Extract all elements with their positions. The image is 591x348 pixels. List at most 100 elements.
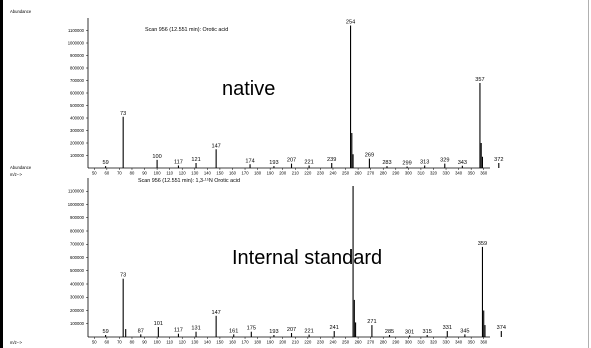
internal-standard-y-tick-label: 400000 [70, 281, 85, 286]
native-overlay-label: native [222, 78, 275, 100]
internal-standard-xlabel: m/z--> [10, 340, 23, 345]
native-y-tick-label: 1000000 [68, 40, 85, 45]
internal-standard-peak-label-59: 59 [102, 329, 108, 335]
native-x-tick-label: 70 [117, 171, 122, 176]
internal-standard-peak-label-241: 241 [330, 325, 339, 331]
native-peak-label-313: 313 [420, 160, 429, 166]
internal-standard-y-tick-label: 100000 [70, 321, 85, 326]
native-y-tick-label: 500000 [70, 103, 85, 108]
internal-standard-ylabel: Abundance [10, 165, 32, 170]
internal-standard-peak-label-147: 147 [211, 310, 220, 316]
internal-standard-x-tick-label: 250 [342, 340, 350, 345]
internal-standard-x-tick-label: 130 [191, 340, 199, 345]
internal-standard-y-tick-label: 1100000 [68, 189, 85, 194]
internal-standard-y-tick-label: 200000 [70, 308, 85, 313]
internal-standard-x-tick-label: 150 [216, 340, 224, 345]
internal-standard-y-tick-label: 900000 [70, 215, 85, 220]
native-scan-title: Scan 956 (12.551 min): Orotic acid [145, 27, 228, 33]
internal-standard-x-tick-label: 290 [392, 340, 400, 345]
internal-standard-y-tick-label: 800000 [70, 228, 85, 233]
native-x-tick-label: 190 [267, 171, 275, 176]
native-peak-label-121: 121 [191, 157, 200, 163]
native-x-tick-label: 100 [154, 171, 162, 176]
internal-standard-x-tick-label: 110 [166, 340, 173, 345]
internal-standard-x-tick-label: 190 [267, 340, 275, 345]
internal-standard-y-tick-label: 500000 [70, 268, 85, 273]
native-peak-label-357: 357 [475, 77, 484, 83]
native-peak-label-239: 239 [327, 157, 336, 163]
internal-standard-peak-label-87: 87 [138, 328, 144, 334]
native-x-tick-label: 160 [229, 171, 237, 176]
internal-standard-x-tick-label: 350 [468, 340, 476, 345]
native-y-tick-label: 600000 [70, 90, 85, 95]
internal-standard-y-tick-label: 1000000 [68, 202, 85, 207]
native-x-tick-label: 140 [204, 171, 212, 176]
internal-standard-x-tick-label: 170 [242, 340, 250, 345]
native-peak-label-59: 59 [102, 160, 108, 166]
internal-standard-x-tick-label: 100 [154, 340, 162, 345]
internal-standard-x-tick-label: 210 [292, 340, 300, 345]
internal-standard-x-tick-label: 80 [130, 340, 135, 345]
internal-standard-overlay-label: Internal standard [232, 247, 382, 269]
internal-standard-x-tick-label: 220 [304, 340, 312, 345]
internal-standard-peak-label-315: 315 [423, 329, 432, 335]
native-peak-label-100: 100 [152, 154, 161, 160]
native-peak-label-117: 117 [174, 160, 183, 166]
internal-standard-x-tick-label: 180 [254, 340, 262, 345]
native-x-tick-label: 120 [179, 171, 187, 176]
internal-standard-x-tick-label: 310 [417, 340, 425, 345]
native-peak-label-254: 254 [346, 20, 355, 26]
native-xlabel: m/z--> [10, 172, 23, 177]
native-x-tick-label: 60 [105, 171, 110, 176]
native-x-tick-label: 220 [304, 171, 312, 176]
native-y-tick-label: 900000 [70, 53, 85, 58]
native-x-tick-label: 130 [191, 171, 199, 176]
left-border [0, 0, 3, 348]
native-peak-label-283: 283 [382, 160, 391, 166]
native-x-tick-label: 310 [417, 171, 425, 176]
native-peak-label-207: 207 [287, 158, 296, 164]
native-x-tick-label: 320 [430, 171, 438, 176]
right-border [588, 0, 589, 348]
native-x-tick-label: 240 [329, 171, 337, 176]
native-x-tick-label: 290 [392, 171, 400, 176]
internal-standard-x-tick-label: 300 [405, 340, 413, 345]
internal-standard-x-tick-label: 140 [204, 340, 212, 345]
internal-standard-spectrum-panel: Abundance Scan 956 (12.551 min): 1,3-¹⁵N… [10, 165, 506, 345]
native-spectrum-panel: Abundance Scan 956 (12.551 min): Orotic … [10, 9, 503, 177]
native-peak-label-299: 299 [402, 161, 411, 167]
native-x-tick-label: 80 [130, 171, 135, 176]
native-x-tick-label: 350 [468, 171, 476, 176]
native-peak-label-329: 329 [440, 158, 449, 164]
native-x-tick-label: 200 [279, 171, 287, 176]
native-x-tick-label: 280 [380, 171, 388, 176]
internal-standard-x-tick-label: 230 [317, 340, 325, 345]
native-x-tick-label: 260 [355, 171, 363, 176]
internal-standard-peak-label-207: 207 [287, 327, 296, 333]
native-x-tick-label: 250 [342, 171, 350, 176]
internal-standard-y-tick-label: 300000 [70, 295, 85, 300]
internal-standard-peak-label-131: 131 [191, 326, 200, 332]
internal-standard-x-tick-label: 70 [117, 340, 122, 345]
internal-standard-x-tick-label: 50 [92, 340, 97, 345]
native-peak-label-343: 343 [458, 160, 467, 166]
internal-standard-x-tick-label: 330 [443, 340, 451, 345]
native-x-tick-label: 110 [166, 171, 173, 176]
native-x-tick-label: 170 [242, 171, 250, 176]
internal-standard-x-tick-label: 200 [279, 340, 287, 345]
internal-standard-x-tick-label: 60 [105, 340, 110, 345]
internal-standard-scan-title: Scan 956 (12.551 min): 1,3-¹⁵N Orotic ac… [138, 178, 240, 184]
internal-standard-peak-label-374: 374 [497, 325, 506, 331]
native-y-tick-label: 700000 [70, 78, 85, 83]
internal-standard-x-tick-label: 90 [142, 340, 147, 345]
internal-standard-peak-label-359: 359 [478, 241, 487, 247]
internal-standard-x-tick-label: 260 [355, 340, 363, 345]
internal-standard-peak-label-345: 345 [460, 328, 469, 334]
internal-standard-y-tick-label: 600000 [70, 255, 85, 260]
internal-standard-peak-label-285: 285 [385, 329, 394, 335]
native-peak-label-269: 269 [365, 153, 374, 159]
native-x-tick-label: 230 [317, 171, 325, 176]
native-peak-label-372: 372 [494, 157, 503, 163]
internal-standard-x-tick-label: 270 [367, 340, 375, 345]
